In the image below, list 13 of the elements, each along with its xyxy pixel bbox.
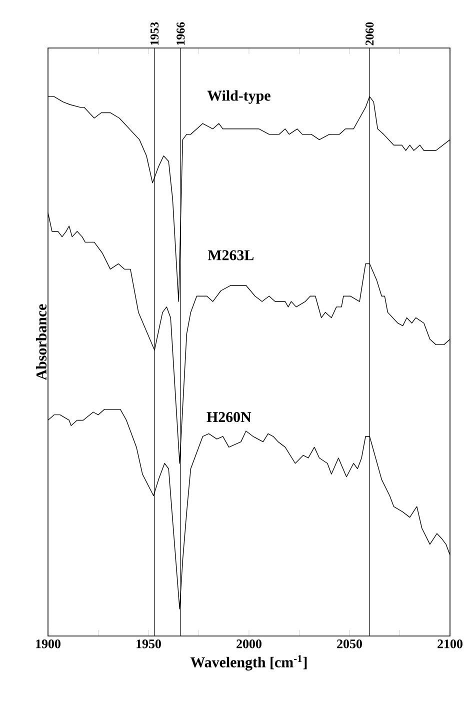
x-tick-label: 1950	[136, 640, 161, 648]
ref-line-label: 1953	[150, 22, 159, 45]
x-tick-label: 2050	[337, 640, 362, 648]
series-label: Wild-type	[207, 90, 270, 104]
x-tick-label: 2100	[438, 640, 462, 648]
series-label: H260N	[206, 412, 252, 422]
x-axis-title: Wavelength [cm$^{-1}$]	[190, 655, 307, 671]
x-tick-label: 1900	[36, 640, 60, 648]
ref-line-label: 1966	[176, 22, 185, 45]
series-label: M263L	[208, 250, 254, 260]
y-axis-title: Absorbance	[36, 304, 46, 380]
x-tick-label: 2000	[236, 640, 262, 648]
ref-line-label: 2060	[366, 22, 374, 46]
